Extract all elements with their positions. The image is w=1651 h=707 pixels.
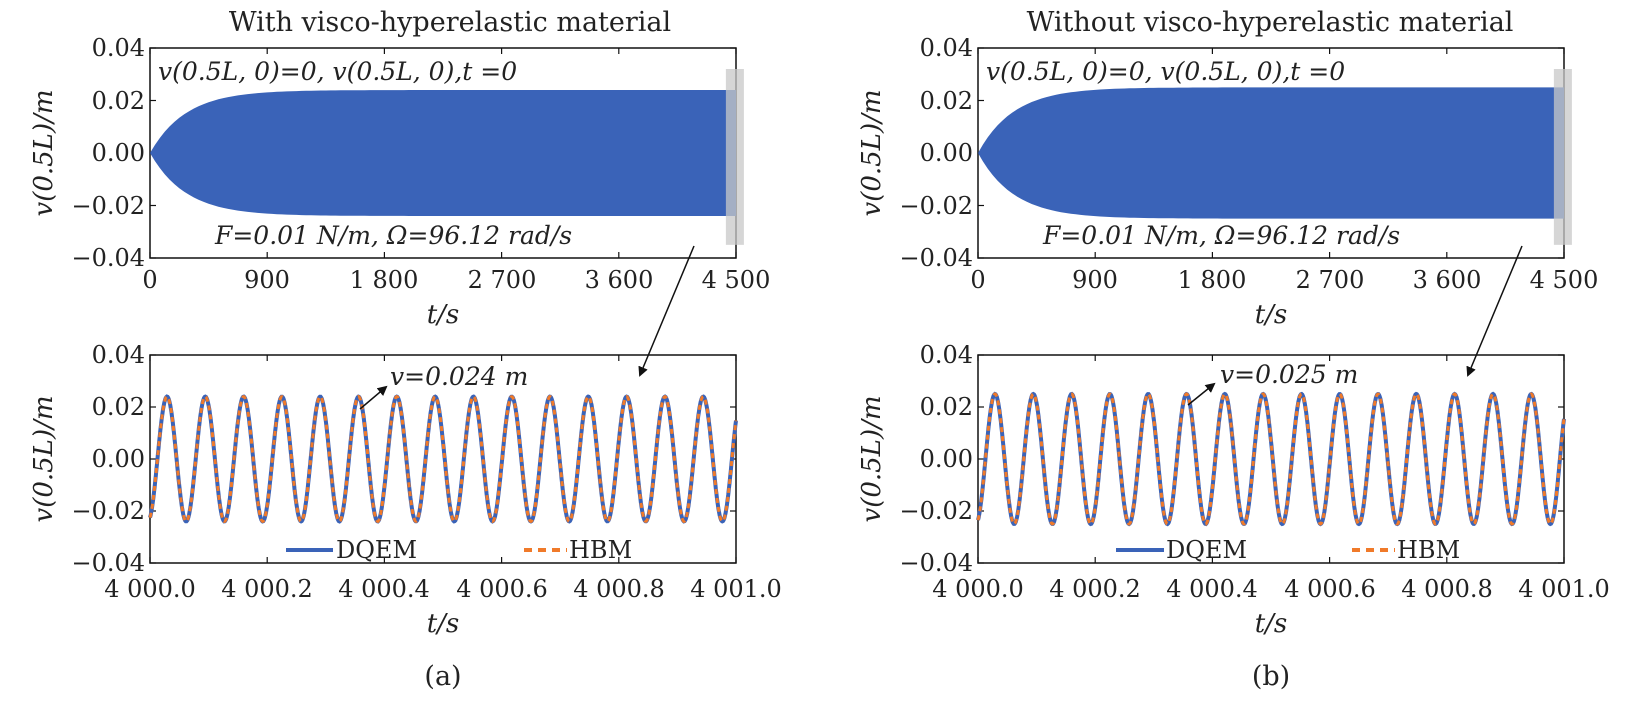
x-axis-label: t/s bbox=[427, 300, 460, 330]
y-axis-label: v(0.5L)/m bbox=[29, 89, 59, 216]
x-axis-label: t/s bbox=[1255, 300, 1288, 330]
xtick: 4 000.2 bbox=[221, 575, 313, 603]
ytick: −0.04 bbox=[899, 244, 973, 272]
x-axis-label: t/s bbox=[1255, 609, 1288, 639]
xtick: 4 000.0 bbox=[932, 575, 1024, 603]
xtick: 0 bbox=[970, 266, 985, 294]
ytick: −0.02 bbox=[71, 497, 145, 525]
ytick: 0.02 bbox=[92, 87, 145, 115]
force-label: F=0.01 N/m, Ω=96.12 rad/s bbox=[214, 221, 572, 250]
zoom-arrow bbox=[1466, 245, 1523, 377]
xtick: 4 000.0 bbox=[104, 575, 196, 603]
initial-condition-label: v(0.5L, 0)=0, v(0.5L, 0),t =0 bbox=[986, 57, 1345, 86]
zoom-window bbox=[1553, 69, 1572, 245]
xtick: 3 600 bbox=[1413, 266, 1482, 294]
xtick: 4 001.0 bbox=[1518, 575, 1610, 603]
series-hbm bbox=[148, 394, 738, 524]
xtick: 4 000.2 bbox=[1049, 575, 1141, 603]
xtick: 3 600 bbox=[585, 266, 654, 294]
legend: DQEM HBM bbox=[286, 536, 632, 564]
zoom-arrow bbox=[638, 245, 695, 377]
y-axis-label: v(0.5L)/m bbox=[857, 395, 887, 522]
series-dqem bbox=[976, 391, 1566, 527]
panel-a-bottom-plot: 0.04 0.02 0.00 −0.02 −0.04 4 000.0 4 000… bbox=[29, 341, 782, 639]
ytick: 0.02 bbox=[92, 393, 145, 421]
ytick: −0.04 bbox=[899, 549, 973, 577]
force-label: F=0.01 N/m, Ω=96.12 rad/s bbox=[1042, 221, 1400, 250]
xtick: 2 700 bbox=[1296, 266, 1365, 294]
y-axis-label: v(0.5L)/m bbox=[29, 395, 59, 522]
series-hbm bbox=[976, 392, 1566, 526]
amplitude-arrow bbox=[359, 385, 388, 410]
xtick: 4 000.4 bbox=[338, 575, 430, 603]
zoom-window bbox=[725, 69, 744, 245]
panel-a-caption: (a) bbox=[424, 661, 461, 692]
xtick: 4 001.0 bbox=[690, 575, 782, 603]
ytick: −0.04 bbox=[71, 244, 145, 272]
xtick: 4 000.6 bbox=[1284, 575, 1376, 603]
xtick: 1 800 bbox=[350, 266, 419, 294]
ytick: 0.04 bbox=[92, 341, 145, 369]
xtick: 2 700 bbox=[468, 266, 537, 294]
xtick: 900 bbox=[1072, 266, 1118, 294]
ytick: 0.02 bbox=[920, 393, 973, 421]
panel-b-top-plot: 0.04 0.02 0.00 −0.02 −0.04 0 900 1 800 2… bbox=[857, 34, 1598, 330]
xtick: 4 000.6 bbox=[456, 575, 548, 603]
panel-a-title: With visco-hyperelastic material bbox=[229, 7, 671, 38]
xtick: 900 bbox=[244, 266, 290, 294]
panel-b-title: Without visco-hyperelastic material bbox=[1027, 7, 1514, 38]
response-envelope bbox=[978, 87, 1564, 219]
x-axis-label: t/s bbox=[427, 609, 460, 639]
legend-label-hbm: HBM bbox=[569, 536, 632, 564]
amplitude-label: v=0.024 m bbox=[390, 362, 528, 391]
legend: DQEM HBM bbox=[1116, 536, 1460, 564]
panel-b: Without visco-hyperelastic material 0.04… bbox=[857, 7, 1610, 692]
xtick: 4 000.8 bbox=[573, 575, 665, 603]
ytick: 0.04 bbox=[92, 34, 145, 62]
panel-b-bottom-plot: 0.04 0.02 0.00 −0.02 −0.04 4 000.0 4 000… bbox=[857, 341, 1610, 639]
ytick: 0.00 bbox=[920, 445, 973, 473]
panel-a-top-plot: 0.04 0.02 0.00 −0.02 −0.04 0 900 1 800 2… bbox=[29, 34, 770, 330]
amplitude-label: v=0.025 m bbox=[1220, 360, 1358, 389]
ytick: −0.02 bbox=[899, 192, 973, 220]
ytick: 0.00 bbox=[92, 445, 145, 473]
legend-label-dqem: DQEM bbox=[1166, 536, 1247, 564]
panel-b-caption: (b) bbox=[1252, 661, 1290, 692]
amplitude-arrow bbox=[1187, 382, 1216, 406]
y-axis-label: v(0.5L)/m bbox=[857, 89, 887, 216]
ytick: −0.02 bbox=[71, 192, 145, 220]
legend-label-hbm: HBM bbox=[1397, 536, 1460, 564]
xtick: 4 000.8 bbox=[1401, 575, 1493, 603]
ytick: 0.04 bbox=[920, 341, 973, 369]
ytick: 0.00 bbox=[920, 139, 973, 167]
ytick: −0.04 bbox=[71, 549, 145, 577]
ytick: −0.02 bbox=[899, 497, 973, 525]
xtick: 0 bbox=[142, 266, 157, 294]
xtick: 4 500 bbox=[702, 266, 771, 294]
panel-a: With visco-hyperelastic material 0.04 0.… bbox=[29, 7, 782, 692]
initial-condition-label: v(0.5L, 0)=0, v(0.5L, 0),t =0 bbox=[158, 57, 517, 86]
xtick: 1 800 bbox=[1178, 266, 1247, 294]
ytick: 0.04 bbox=[920, 34, 973, 62]
xtick: 4 000.4 bbox=[1166, 575, 1258, 603]
ytick: 0.00 bbox=[92, 139, 145, 167]
ytick: 0.02 bbox=[920, 87, 973, 115]
response-envelope bbox=[150, 90, 736, 216]
xtick: 4 500 bbox=[1530, 266, 1599, 294]
legend-label-dqem: DQEM bbox=[336, 536, 417, 564]
